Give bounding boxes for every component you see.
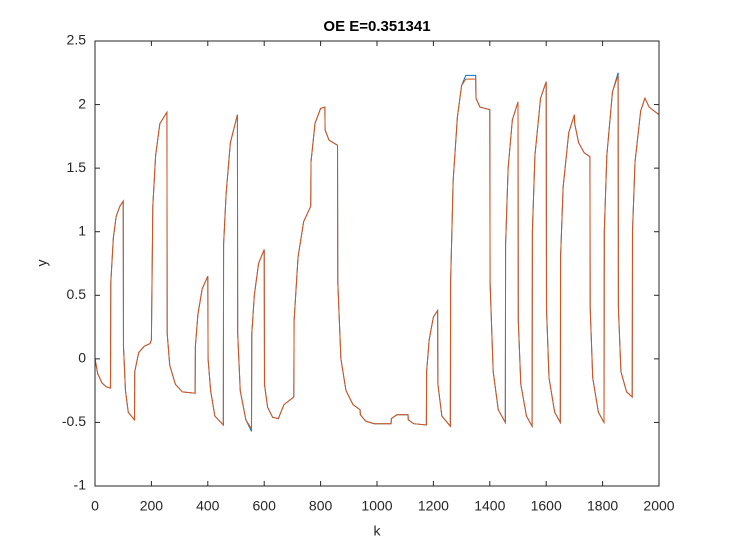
x-tick-label: 200 <box>140 498 164 514</box>
x-tick-label: 1200 <box>418 498 449 514</box>
y-axis-label: y <box>34 260 50 267</box>
axes-box <box>94 40 660 487</box>
chart-title: OE E=0.351341 <box>323 18 430 35</box>
y-tick-label: -0.5 <box>62 413 86 429</box>
y-tick-label: 0 <box>78 350 86 366</box>
x-tick-label: 800 <box>309 498 333 514</box>
y-tick-label: 2 <box>78 95 86 111</box>
x-tick-label: 1600 <box>531 498 562 514</box>
y-tick-label: 2.5 <box>67 32 87 48</box>
x-tick-label: 2000 <box>643 498 674 514</box>
x-axis-label: k <box>374 523 382 539</box>
x-tick-label: 600 <box>253 498 277 514</box>
x-tick-label: 0 <box>91 498 99 514</box>
y-tick-label: 0.5 <box>67 286 87 302</box>
data-line <box>94 75 660 431</box>
x-tick-label: 1400 <box>474 498 505 514</box>
axes-background <box>95 41 659 486</box>
y-tick-label: 1 <box>78 222 86 238</box>
y-tick-label: -1 <box>74 477 87 493</box>
x-tick-label: 1800 <box>587 498 618 514</box>
x-tick-label: 1000 <box>361 498 392 514</box>
y-tick-label: 1.5 <box>67 159 87 175</box>
x-tick-label: 400 <box>196 498 220 514</box>
